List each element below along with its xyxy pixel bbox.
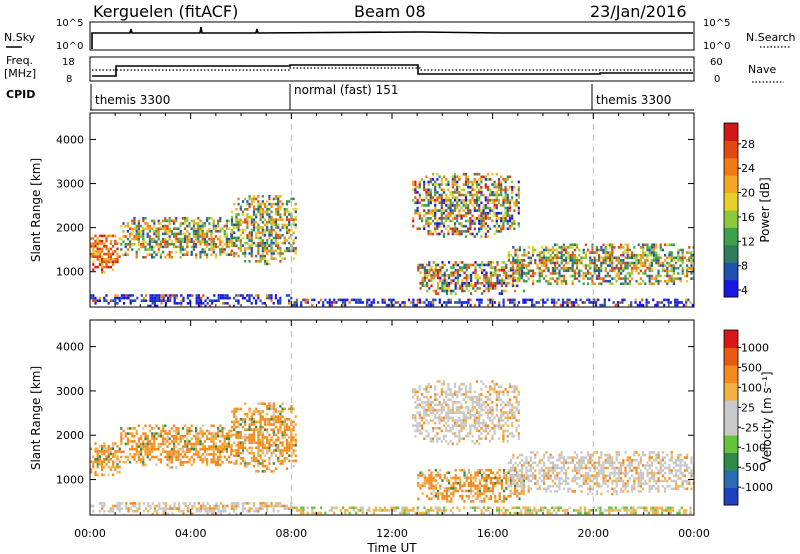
velocity-ylabel: Slant Range [km] <box>29 366 43 470</box>
colorbar-swatch <box>724 417 738 436</box>
colorbar-swatch <box>724 279 738 298</box>
panel-frame <box>89 319 695 516</box>
colorbar-swatch <box>724 452 738 471</box>
nsky-trace <box>91 26 693 49</box>
nsearch-tick-bottom: 10^0 <box>703 41 730 52</box>
cpid-label: CPID <box>6 88 35 101</box>
x-tick-label: 20:00 <box>577 527 609 540</box>
freq-trace <box>92 64 693 77</box>
y-tick-label: 3000 <box>56 178 84 191</box>
nave-tick-bottom: 0 <box>714 74 720 85</box>
velocity-panel: 1000 2000 3000 4000 <box>56 319 695 516</box>
nsky-tick-top: 10^5 <box>56 18 83 29</box>
colorbar-tick-label: -500 <box>741 461 766 474</box>
colorbar-tick-label: -100 <box>741 441 766 454</box>
colorbar-swatch <box>724 400 738 418</box>
colorbar-swatch <box>724 123 738 141</box>
nsky-tick-bottom: 10^0 <box>56 41 83 52</box>
freq-unit: [MHz] <box>4 67 36 80</box>
colorbar-tick-label: 12 <box>741 235 755 248</box>
y-tick-label: 1000 <box>56 474 84 487</box>
colorbar-swatch <box>724 470 738 488</box>
freq-panel <box>89 56 695 82</box>
y-tick-label: 2000 <box>56 222 84 235</box>
colorbar-tick-label: 8 <box>741 260 748 273</box>
colorbar-tick-label: 16 <box>741 211 755 224</box>
colorbar-swatch <box>724 330 738 348</box>
echo-cells <box>90 380 694 515</box>
beam-title: Beam 08 <box>354 2 426 21</box>
colorbar-tick-label: -25 <box>741 421 759 434</box>
cpid-segment-1: themis 3300 <box>95 93 170 107</box>
power-colorbar-label: Power [dB] <box>758 177 772 242</box>
nave-label: Nave <box>748 63 776 76</box>
station-title: Kerguelen (fitACF) <box>93 2 238 21</box>
freq-tick-bottom: 8 <box>66 74 72 85</box>
x-tick-label: 08:00 <box>275 527 307 540</box>
freq-label: Freq. <box>6 54 33 67</box>
date-title: 23/Jan/2016 <box>590 2 687 21</box>
colorbar-swatch <box>724 262 738 281</box>
x-tick-label: 00:00 <box>74 527 106 540</box>
colorbar-swatch <box>724 192 738 211</box>
x-tick-label: 12:00 <box>376 527 408 540</box>
y-tick-label: 1000 <box>56 266 84 279</box>
colorbar-tick-label: 500 <box>741 361 762 374</box>
colorbar-tick-label: 28 <box>741 138 755 151</box>
colorbar-swatch <box>724 435 738 453</box>
colorbar-tick-label: 1000 <box>741 342 769 355</box>
colorbar-swatch <box>724 140 738 159</box>
cpid-segment-2: normal (fast) 151 <box>294 83 398 97</box>
nsky-panel <box>89 21 695 51</box>
colorbar-tick-label: 4 <box>741 284 748 297</box>
colorbar-tick-label: 100 <box>741 381 762 394</box>
x-axis-label: Time UT <box>366 541 417 554</box>
x-tick-label: 00:00 <box>678 527 710 540</box>
nsearch-tick-top: 10^5 <box>703 18 730 29</box>
y-tick-label: 4000 <box>56 133 84 146</box>
colorbar-tick-label: -1000 <box>741 481 773 494</box>
colorbar-swatch <box>724 347 738 366</box>
power-panel: 1000 2000 3000 4000 <box>56 112 695 308</box>
colorbar-swatch <box>724 382 738 401</box>
y-tick-label: 2000 <box>56 429 84 442</box>
x-axis-ticks: 00:00 04:00 08:00 12:00 16:00 20:00 00:00 <box>74 527 710 540</box>
nsearch-label: N.Search <box>746 31 796 44</box>
echo-cells <box>90 172 694 307</box>
colorbar-swatch <box>724 365 738 383</box>
colorbar-swatch <box>724 227 738 246</box>
nave-tick-top: 60 <box>710 57 723 68</box>
y-tick-label: 4000 <box>56 341 84 354</box>
nave-trace <box>92 67 693 71</box>
colorbar-tick-label: 24 <box>741 162 755 175</box>
colorbar-swatch <box>724 210 738 228</box>
colorbar-tick-label: 20 <box>741 187 755 200</box>
colorbar-tick-label: 25 <box>741 401 755 414</box>
freq-tick-top: 18 <box>62 57 75 68</box>
y-tick-label: 3000 <box>56 385 84 398</box>
nsky-label: N.Sky <box>4 31 36 44</box>
colorbar-swatch <box>724 157 738 176</box>
colorbar-swatch <box>724 487 738 506</box>
cpid-segment-3: themis 3300 <box>596 93 671 107</box>
velocity-colorbar: 1000 500 100 25 -25 -100 -500 -1000 <box>723 329 773 506</box>
power-ylabel: Slant Range [km] <box>29 158 43 262</box>
x-tick-label: 16:00 <box>477 527 509 540</box>
power-colorbar: 28 24 20 16 12 8 4 <box>723 122 755 298</box>
x-tick-label: 04:00 <box>175 527 207 540</box>
colorbar-swatch <box>724 175 738 194</box>
colorbar-swatch <box>724 244 738 263</box>
velocity-colorbar-label: Velocity [m s⁻¹] <box>760 371 774 464</box>
